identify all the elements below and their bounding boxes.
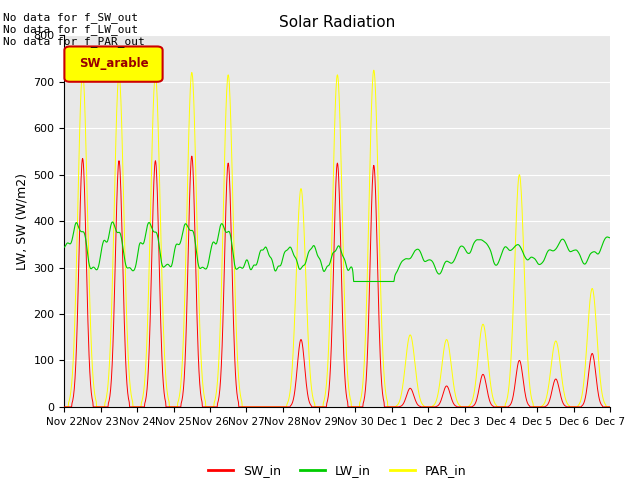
Legend: SW_in, LW_in, PAR_in: SW_in, LW_in, PAR_in [204, 459, 471, 480]
Y-axis label: LW, SW (W/m2): LW, SW (W/m2) [15, 173, 28, 270]
Text: No data for f_PAR_out: No data for f_PAR_out [3, 36, 145, 47]
Text: No data for f_LW_out: No data for f_LW_out [3, 24, 138, 35]
FancyBboxPatch shape [65, 47, 163, 82]
Title: Solar Radiation: Solar Radiation [279, 15, 396, 30]
Text: SW_arable: SW_arable [79, 58, 148, 71]
Text: No data for f_SW_out: No data for f_SW_out [3, 12, 138, 23]
